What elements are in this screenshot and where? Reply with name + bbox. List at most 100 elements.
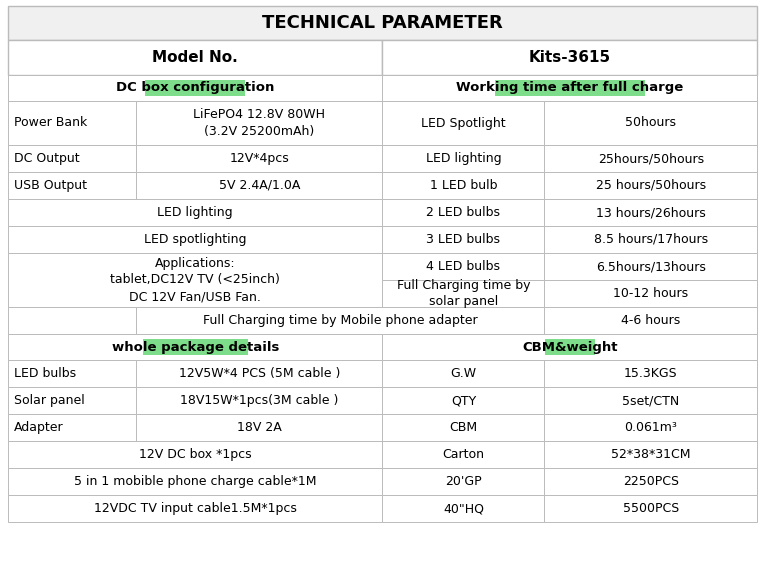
- Text: 15.3KGS: 15.3KGS: [624, 367, 678, 380]
- Bar: [382, 334, 757, 360]
- Text: Full Charging time by Mobile phone adapter: Full Charging time by Mobile phone adapt…: [203, 314, 477, 327]
- Bar: [8, 387, 136, 414]
- Text: Working time after full charge: Working time after full charge: [456, 81, 683, 94]
- Text: LiFePO4 12.8V 80WH
(3.2V 25200mAh): LiFePO4 12.8V 80WH (3.2V 25200mAh): [194, 108, 325, 138]
- Text: LED bulbs: LED bulbs: [14, 367, 76, 380]
- Text: 18V 2A: 18V 2A: [237, 421, 282, 434]
- Bar: [545, 387, 757, 414]
- Text: 12VDC TV input cable1.5M*1pcs: 12VDC TV input cable1.5M*1pcs: [94, 502, 297, 515]
- Text: 8.5 hours/17hours: 8.5 hours/17hours: [594, 233, 708, 246]
- Text: 5V 2.4A/1.0A: 5V 2.4A/1.0A: [219, 179, 300, 192]
- Bar: [545, 468, 757, 495]
- Bar: [8, 199, 382, 226]
- Bar: [382, 226, 545, 253]
- Bar: [145, 81, 246, 96]
- Bar: [8, 6, 757, 40]
- Text: 25 hours/50hours: 25 hours/50hours: [596, 179, 706, 192]
- Text: 12V5W*4 PCS (5M cable ): 12V5W*4 PCS (5M cable ): [178, 367, 340, 380]
- Bar: [8, 172, 136, 199]
- Text: CBM&weight: CBM&weight: [522, 340, 617, 354]
- Text: USB Output: USB Output: [14, 179, 87, 192]
- Text: 20'GP: 20'GP: [445, 475, 482, 488]
- Bar: [382, 414, 545, 441]
- Bar: [136, 307, 545, 334]
- Bar: [382, 199, 545, 226]
- Text: 5set/CTN: 5set/CTN: [622, 394, 679, 407]
- Text: 0.061m³: 0.061m³: [624, 421, 677, 434]
- Text: QTY: QTY: [451, 394, 476, 407]
- Bar: [8, 226, 382, 253]
- Text: 3 LED bulbs: 3 LED bulbs: [427, 233, 500, 246]
- Bar: [382, 280, 545, 307]
- Text: 2 LED bulbs: 2 LED bulbs: [427, 206, 500, 219]
- Text: DC box configuration: DC box configuration: [116, 81, 275, 94]
- Bar: [545, 414, 757, 441]
- Text: DC Output: DC Output: [14, 152, 80, 165]
- Text: 1 LED bulb: 1 LED bulb: [430, 179, 497, 192]
- Text: CBM: CBM: [449, 421, 477, 434]
- Text: 6.5hours/13hours: 6.5hours/13hours: [596, 260, 705, 273]
- Bar: [382, 75, 757, 101]
- Text: 5500PCS: 5500PCS: [623, 502, 679, 515]
- Text: Model No.: Model No.: [152, 50, 238, 65]
- Bar: [382, 40, 757, 75]
- Bar: [545, 253, 757, 280]
- Text: 4 LED bulbs: 4 LED bulbs: [427, 260, 500, 273]
- Text: LED Spotlight: LED Spotlight: [422, 116, 506, 130]
- Text: 50hours: 50hours: [625, 116, 676, 130]
- Bar: [545, 172, 757, 199]
- Bar: [8, 253, 382, 307]
- Text: Carton: Carton: [442, 448, 484, 461]
- Bar: [545, 339, 594, 355]
- Bar: [8, 360, 136, 387]
- Text: 18V15W*1pcs(3M cable ): 18V15W*1pcs(3M cable ): [180, 394, 338, 407]
- Bar: [8, 75, 382, 101]
- Text: 5 in 1 mobible phone charge cable*1M: 5 in 1 mobible phone charge cable*1M: [74, 475, 317, 488]
- Text: LED lighting: LED lighting: [425, 152, 501, 165]
- Text: LED spotlighting: LED spotlighting: [144, 233, 246, 246]
- Text: whole package details: whole package details: [112, 340, 279, 354]
- Bar: [8, 468, 382, 495]
- Bar: [136, 101, 382, 145]
- Bar: [136, 414, 382, 441]
- Bar: [545, 199, 757, 226]
- Bar: [545, 360, 757, 387]
- Bar: [8, 334, 382, 360]
- Bar: [382, 253, 545, 280]
- Text: Solar panel: Solar panel: [14, 394, 85, 407]
- Bar: [8, 101, 136, 145]
- Bar: [8, 307, 136, 334]
- Bar: [382, 387, 545, 414]
- Text: 12V*4pcs: 12V*4pcs: [230, 152, 289, 165]
- Bar: [8, 414, 136, 441]
- Text: 52*38*31CM: 52*38*31CM: [611, 448, 691, 461]
- Bar: [545, 495, 757, 522]
- Bar: [495, 81, 645, 96]
- Text: 2250PCS: 2250PCS: [623, 475, 679, 488]
- Bar: [545, 226, 757, 253]
- Bar: [545, 441, 757, 468]
- Bar: [136, 387, 382, 414]
- Bar: [382, 145, 545, 172]
- Text: Full Charging time by
solar panel: Full Charging time by solar panel: [397, 279, 530, 308]
- Bar: [8, 145, 136, 172]
- Text: 40"HQ: 40"HQ: [443, 502, 484, 515]
- Text: G.W: G.W: [451, 367, 477, 380]
- Text: Kits-3615: Kits-3615: [529, 50, 610, 65]
- Bar: [545, 307, 757, 334]
- Bar: [8, 441, 382, 468]
- Text: 4-6 hours: 4-6 hours: [621, 314, 680, 327]
- Bar: [143, 339, 248, 355]
- Bar: [8, 40, 382, 75]
- Bar: [8, 495, 382, 522]
- Text: 10-12 hours: 10-12 hours: [614, 287, 689, 300]
- Text: Applications:
tablet,DC12V TV (<25inch)
DC 12V Fan/USB Fan.: Applications: tablet,DC12V TV (<25inch) …: [110, 257, 280, 303]
- Bar: [382, 441, 545, 468]
- Bar: [382, 172, 545, 199]
- Bar: [382, 468, 545, 495]
- Bar: [545, 280, 757, 307]
- Bar: [136, 360, 382, 387]
- Bar: [382, 360, 545, 387]
- Text: 25hours/50hours: 25hours/50hours: [597, 152, 704, 165]
- Text: LED lighting: LED lighting: [158, 206, 233, 219]
